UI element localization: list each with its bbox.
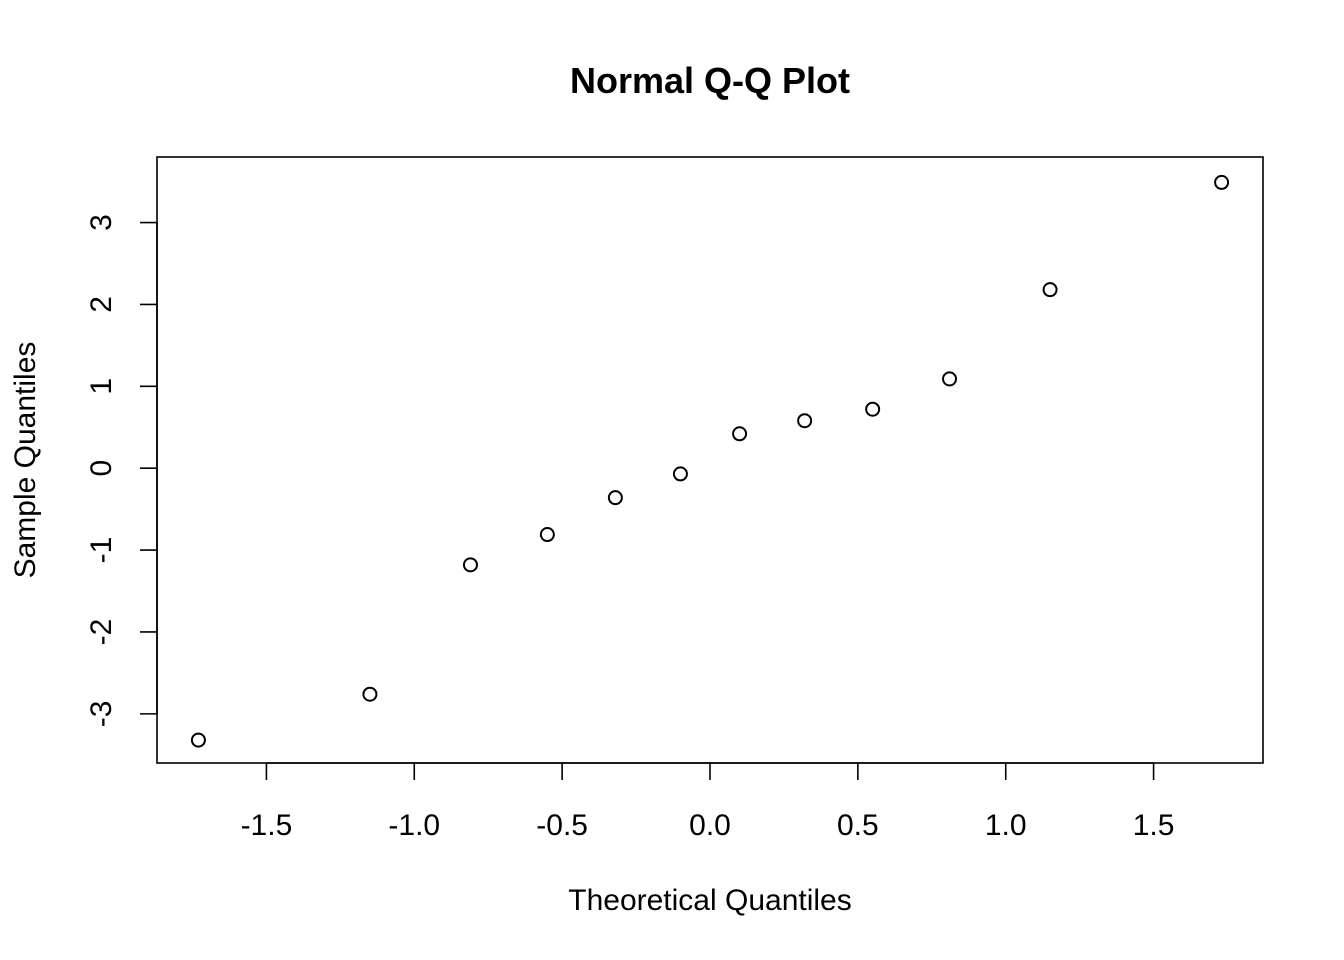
y-tick-label: -2 [85,619,118,646]
x-tick-label: 0.0 [689,809,731,842]
chart-title: Normal Q-Q Plot [570,60,850,101]
data-point-11 [1214,174,1230,190]
data-point-6 [732,426,748,442]
y-tick-label: -3 [85,701,118,728]
x-tick-label: -1.5 [241,809,293,842]
data-point-3 [539,527,555,543]
x-tick-label: -0.5 [536,809,588,842]
y-tick-label: 2 [85,296,118,313]
x-tick-label: 0.5 [837,809,879,842]
y-axis-label: Sample Quantiles [9,342,42,579]
x-tick-label: -1.0 [388,809,440,842]
data-point-9 [942,371,958,387]
data-point-1 [362,686,378,702]
data-point-7 [797,413,813,429]
x-tick-label: 1.5 [1133,809,1175,842]
x-axis-label: Theoretical Quantiles [568,884,851,917]
data-point-5 [672,466,688,482]
data-point-0 [190,732,206,748]
x-axis: -1.5 -1.0 -0.5 0.0 0.5 1.0 1.5 [241,762,1175,842]
data-points [190,174,1230,748]
data-point-10 [1042,282,1058,298]
y-tick-label: 0 [85,460,118,477]
data-point-4 [607,490,623,506]
y-axis: -3 -2 -1 0 1 2 3 [85,214,158,728]
y-tick-label: -1 [85,537,118,564]
y-tick-label: 3 [85,214,118,231]
data-point-2 [462,557,478,573]
y-tick-label: 1 [85,378,118,395]
data-point-8 [865,401,881,417]
x-tick-label: 1.0 [985,809,1027,842]
